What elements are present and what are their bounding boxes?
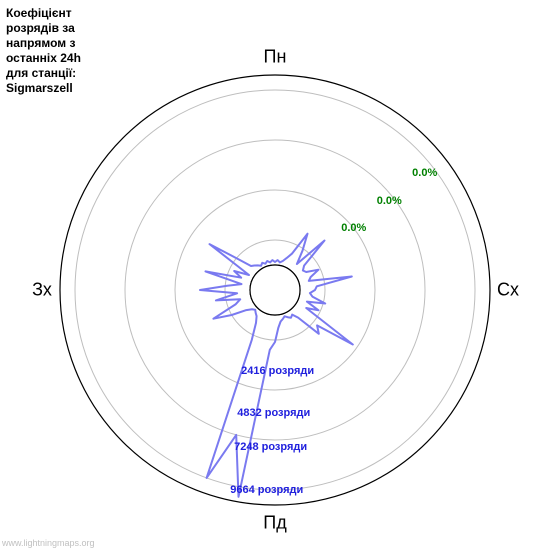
discharge-label: 9664 розряди [230, 484, 303, 496]
label-east: Сх [497, 280, 519, 301]
pct-label: 0.0% [341, 222, 366, 234]
discharge-label: 2416 розряди [241, 365, 314, 377]
polar-chart-svg [0, 0, 550, 550]
discharge-label: 4832 розряди [237, 407, 310, 419]
label-north: Пн [264, 47, 287, 68]
label-west: Зх [32, 280, 52, 301]
label-south: Пд [263, 513, 286, 534]
attribution-text: www.lightningmaps.org [2, 538, 95, 548]
pct-label: 0.0% [412, 167, 437, 179]
chart-title: Коефіцієнт розрядів за напрямом з останн… [6, 6, 81, 96]
discharge-label: 7248 розряди [234, 441, 307, 453]
pct-label: 0.0% [377, 195, 402, 207]
